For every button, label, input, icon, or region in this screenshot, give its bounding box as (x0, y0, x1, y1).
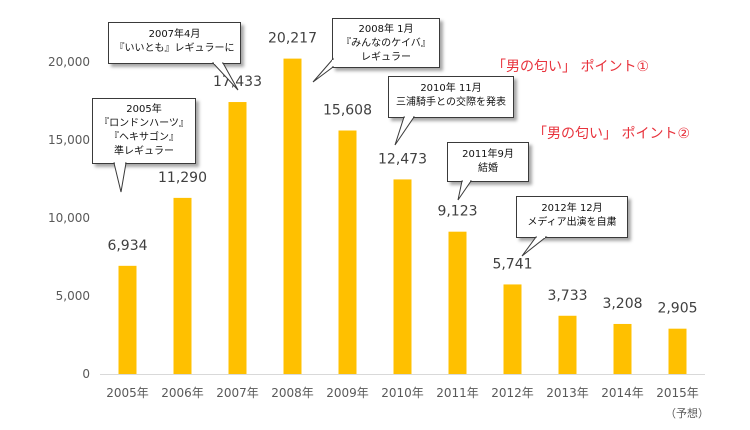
bar-2008年 (283, 58, 302, 374)
data-label: 15,608 (323, 103, 372, 119)
x-tick-label: 2009年 (326, 386, 369, 400)
callout-2012-tail (521, 236, 548, 257)
bar-2010年 (393, 179, 412, 374)
bar-2011年 (448, 231, 467, 374)
callout-2008: 2008年 1月 『みんなのケイバ』 レギュラー (332, 18, 440, 68)
callout-2010: 2010年 11月 三浦騎手との交際を発表 (388, 76, 514, 118)
data-label: 9,123 (437, 204, 477, 220)
data-label: 12,473 (378, 151, 427, 167)
x-tick-label: 2013年 (546, 386, 589, 400)
callout-2008-line: 『みんなのケイバ』 (341, 38, 431, 49)
y-tick-label: 20,000 (48, 55, 90, 69)
callout-2011-line: 結婚 (478, 163, 498, 174)
bar-2014年 (613, 323, 632, 374)
data-label: 2,905 (657, 301, 697, 317)
x-tick-label: 2007年 (216, 386, 259, 400)
callout-2005-line: 『ヘキサゴン』 (109, 132, 179, 143)
callout-2005: 2005年 『ロンドンハーツ』 『ヘキサゴン』 準レギュラー (92, 98, 196, 164)
annotation-point-1: 「男の匂い」 ポイント① (492, 59, 650, 75)
callout-2012: 2012年 12月 メディア出演を自粛 (516, 196, 628, 238)
bar-2005年 (118, 265, 137, 374)
callout-2005-line: 2005年 (126, 104, 162, 115)
callout-2012-line: 2012年 12月 (541, 203, 603, 214)
data-label: 6,934 (107, 238, 147, 254)
x-tick-label: 2015年 (656, 386, 699, 400)
y-tick-label: 5,000 (56, 289, 90, 303)
callout-2007-tail (211, 62, 239, 91)
callout-2007-line: 2007年4月 (148, 29, 201, 40)
callout-2008-line: 2008年 1月 (358, 24, 414, 35)
x-tick-label: 2010年 (381, 386, 424, 400)
callout-2012-line: メディア出演を自粛 (527, 217, 617, 228)
x-tick-label: 2014年 (601, 386, 644, 400)
callout-2010-line: 2010年 11月 (420, 83, 482, 94)
callout-2007: 2007年4月 『いいとも』レギュラーに (108, 22, 241, 64)
annotation-point-2: 「男の匂い」 ポイント② (533, 126, 691, 142)
data-label: 17,433 (213, 74, 262, 90)
y-tick-label: 10,000 (48, 211, 90, 225)
callout-2008-line: レギュラー (361, 52, 411, 63)
callout-2011: 2011年9月 結婚 (447, 142, 529, 182)
data-label: 3,208 (602, 296, 642, 312)
x-tick-label: 2005年 (106, 386, 149, 400)
x-tick-label: 2011年 (436, 386, 479, 400)
bar-2013年 (558, 315, 577, 374)
callout-2011-tail (457, 180, 472, 201)
bar-2012年 (503, 284, 522, 374)
x-tick-label: 2012年 (491, 386, 534, 400)
y-tick-label: 0 (82, 367, 90, 381)
x-tick-label: 2008年 (271, 386, 314, 400)
bar-2015年 (668, 328, 687, 374)
bar-2009年 (338, 130, 357, 374)
data-label: 20,217 (268, 31, 317, 47)
forecast-note: （予想） (665, 407, 709, 420)
callout-2005-line: 準レギュラー (114, 146, 174, 157)
callout-2010-tail (394, 116, 415, 146)
data-label: 5,741 (492, 256, 532, 272)
bar-2006年 (173, 197, 192, 374)
callout-2007-line: 『いいとも』レギュラーに (114, 43, 235, 54)
callout-2008-tail (312, 57, 334, 83)
y-tick-label: 15,000 (48, 133, 90, 147)
data-label: 3,733 (547, 288, 587, 304)
callout-2005-line: 『ロンドンハーツ』 (99, 118, 189, 129)
callout-2011-line: 2011年9月 (462, 149, 514, 160)
callout-2010-line: 三浦騎手との交際を発表 (396, 97, 506, 108)
bar-2007年 (228, 102, 247, 374)
x-tick-label: 2006年 (161, 386, 204, 400)
data-label: 11,290 (158, 170, 207, 186)
callout-2005-tail (113, 162, 127, 193)
